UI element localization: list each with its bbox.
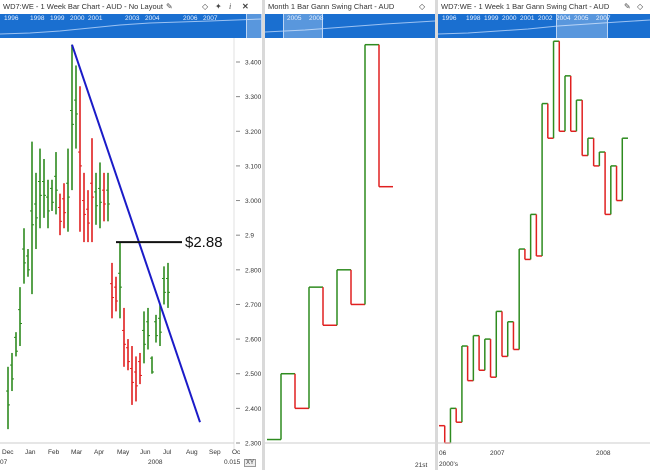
nav-year: 2000 <box>502 15 517 22</box>
nav-year: 1998 <box>466 15 481 22</box>
weekly-swing-chart[interactable] <box>438 38 650 450</box>
pencil-icon[interactable]: ✎ <box>166 2 173 11</box>
price-axis-label: 2.800 <box>245 267 262 274</box>
panel-2-titlebar: Month 1 Bar Gann Swing Chart - AUD ◇ <box>265 0 435 14</box>
panel-1-title: WD7:WE - 1 Week Bar Chart - AUD - No Lay… <box>3 2 163 11</box>
nav-year: 2005 <box>287 15 302 22</box>
navigator-window[interactable] <box>556 14 608 38</box>
navigator-overview-line <box>0 18 262 35</box>
diamond-icon[interactable]: ◇ <box>202 2 209 11</box>
price-axis-label: 2.700 <box>245 302 262 309</box>
price-axis-label: 3.300 <box>245 94 262 101</box>
nav-year: 2006 <box>183 15 198 22</box>
nav-year: 1996 <box>4 15 19 22</box>
x-label-06: 06 <box>439 450 447 457</box>
scale-value: 0.015 <box>224 459 241 466</box>
price-tag-label: $2.88 <box>185 234 223 251</box>
navigator-window[interactable] <box>246 14 262 38</box>
price-axis-label: 2.300 <box>245 441 262 448</box>
nav-year: 2004 <box>556 15 571 22</box>
nav-year: 1996 <box>442 15 457 22</box>
nav-year: 2000 <box>70 15 85 22</box>
x-month-label: Jun <box>140 449 151 456</box>
x-month-label: Apr <box>94 449 105 456</box>
x-month-label: Jan <box>25 449 36 456</box>
x-year-label: 2008 <box>148 459 163 466</box>
bar-chart-panel[interactable]: WD7:WE - 1 Week Bar Chart - AUD - No Lay… <box>0 0 262 470</box>
panel-3-titlebar: WD7:WE - 1 Week 1 Bar Gann Swing Chart -… <box>438 0 650 14</box>
x-label-2008: 2008 <box>596 450 611 457</box>
x-month-label: May <box>117 449 130 456</box>
xy-scale-button[interactable]: XY <box>244 459 257 467</box>
price-axis-label: 3.400 <box>245 60 262 67</box>
weekly-bar-chart[interactable]: 3.400 3.300 3.200 3.100 3.000 2.9 2.800 2.700 2.… <box>0 38 262 450</box>
pin-icon[interactable]: ✦ <box>215 2 222 11</box>
panel-2-title: Month 1 Bar Gann Swing Chart - AUD <box>268 2 395 11</box>
close-icon[interactable]: ✕ <box>242 2 249 11</box>
monthly-swing-panel[interactable]: Month 1 Bar Gann Swing Chart - AUD ◇ 200… <box>265 0 435 470</box>
x-label-2007: 2007 <box>490 450 505 457</box>
x-month-label: Feb <box>48 449 60 456</box>
panel-3-navigator[interactable]: 1996 1998 1999 2000 2001 2002 2004 2005 … <box>438 14 650 38</box>
navigator-window[interactable] <box>283 14 323 38</box>
navigator-overview-line <box>438 19 650 35</box>
x-left-label: 07 <box>0 459 8 466</box>
x-month-label: Sep <box>209 449 221 456</box>
price-axis-label: 3.000 <box>245 198 262 205</box>
x-month-label: Aug <box>186 449 198 456</box>
nav-year: 2007 <box>596 15 611 22</box>
weekly-swing-panel[interactable]: WD7:WE - 1 Week 1 Bar Gann Swing Chart -… <box>438 0 650 470</box>
x-right-label: 21st <box>415 462 428 469</box>
trend-line <box>71 44 201 423</box>
nav-year: 2003 <box>125 15 140 22</box>
panel-divider[interactable] <box>262 0 265 470</box>
info-icon[interactable]: i <box>229 2 232 11</box>
panel-1-titlebar: WD7:WE - 1 Week Bar Chart - AUD - No Lay… <box>0 0 262 14</box>
price-axis-label: 3.200 <box>245 129 262 136</box>
x-month-label: Dec <box>2 449 14 456</box>
price-axis-label: 2.500 <box>245 371 262 378</box>
nav-year: 1999 <box>50 15 65 22</box>
nav-year: 2007 <box>203 15 218 22</box>
panel-2-navigator[interactable]: 2005 2008 <box>265 14 435 38</box>
panel-divider[interactable] <box>435 0 438 470</box>
nav-year: 2001 <box>520 15 535 22</box>
nav-year: 2001 <box>88 15 103 22</box>
nav-year: 2005 <box>574 15 589 22</box>
price-axis-label: 3.100 <box>245 163 262 170</box>
diamond-icon[interactable]: ◇ <box>419 2 426 11</box>
monthly-swing-chart[interactable] <box>265 38 435 450</box>
nav-year: 2008 <box>309 15 324 22</box>
navigator-overview-line <box>265 20 435 33</box>
nav-year: 1998 <box>30 15 45 22</box>
panel-1-navigator[interactable]: 1996 1998 1999 2000 2001 2003 2004 2006 … <box>0 14 262 38</box>
panel-3-title: WD7:WE - 1 Week 1 Bar Gann Swing Chart -… <box>441 2 610 11</box>
pencil-icon[interactable]: ✎ <box>624 2 631 11</box>
nav-year: 2004 <box>145 15 160 22</box>
price-axis-label: 2.600 <box>245 337 262 344</box>
diamond-icon[interactable]: ◇ <box>637 2 644 11</box>
x-month-label: Jul <box>163 449 172 456</box>
price-axis-label: 2.400 <box>245 406 262 413</box>
price-axis-label: 2.9 <box>245 233 254 240</box>
x-month-label: Oc <box>232 449 241 456</box>
x-month-label: Mar <box>71 449 83 456</box>
x-bottom-label: 2000's <box>439 461 458 468</box>
nav-year: 2002 <box>538 15 553 22</box>
nav-year: 1999 <box>484 15 499 22</box>
